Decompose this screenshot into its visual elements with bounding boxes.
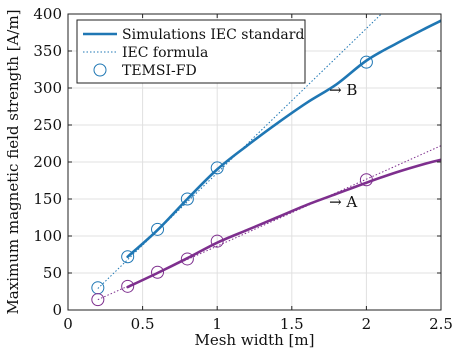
series-b-temsi-fd-point <box>210 161 224 175</box>
y-tick-label: 100 <box>33 227 62 245</box>
y-tick-label: 200 <box>33 153 62 171</box>
series-a-temsi-fd-point <box>121 279 135 293</box>
y-tick-label: 250 <box>33 116 62 134</box>
series-a-temsi-fd-point <box>359 173 373 187</box>
series-a-temsi-fd-point <box>210 234 224 248</box>
y-tick-label: 400 <box>33 5 62 23</box>
series-a-temsi-fd-point <box>151 265 165 279</box>
series-b-simulation-line <box>126 19 441 259</box>
axis-ticks: 0 0.5 1 1.5 2 2.5 0 50 100 150 200 250 300 350 400 <box>33 5 453 333</box>
x-tick-label: 1 <box>212 315 222 333</box>
series-a-temsi-fd-point <box>91 293 105 307</box>
y-tick-label: 0 <box>52 301 62 319</box>
series-b-temsi-fd-point <box>121 250 135 264</box>
y-axis-label: Maximum magnetic field strength [A/m] <box>4 9 22 314</box>
annotation-b: → B <box>329 81 357 99</box>
y-tick-label: 350 <box>33 42 62 60</box>
plot-series <box>91 14 441 307</box>
x-axis-label: Mesh width [m] <box>195 331 315 349</box>
series-a-temsi-fd-point <box>180 252 194 266</box>
series-a-simulation-line <box>126 158 441 289</box>
x-tick-label: 2.5 <box>429 315 453 333</box>
legend-temsi-fd-marker-icon <box>93 63 107 77</box>
series-b-temsi-fd-point <box>359 55 373 69</box>
annotation-a: → A <box>329 193 357 211</box>
x-tick-label: 0.5 <box>131 315 155 333</box>
series-b-temsi-fd-point <box>151 222 165 236</box>
y-tick-label: 300 <box>33 79 62 97</box>
legend-label-iec-formula: IEC formula <box>122 45 208 61</box>
legend-label-simulations: Simulations IEC standard <box>122 27 304 43</box>
x-tick-label: 1.5 <box>280 315 304 333</box>
clipped-series <box>97 14 441 301</box>
x-tick-label: 2 <box>362 315 372 333</box>
legend: Simulations IEC standard IEC formula TEM… <box>76 19 306 84</box>
series-b-temsi-fd-point <box>91 281 105 295</box>
legend-label-temsi-fd: TEMSI-FD <box>122 63 197 79</box>
x-tick-label: 0 <box>63 315 73 333</box>
y-tick-label: 50 <box>43 264 62 282</box>
y-tick-label: 150 <box>33 190 62 208</box>
series-b-temsi-fd-point <box>180 192 194 206</box>
